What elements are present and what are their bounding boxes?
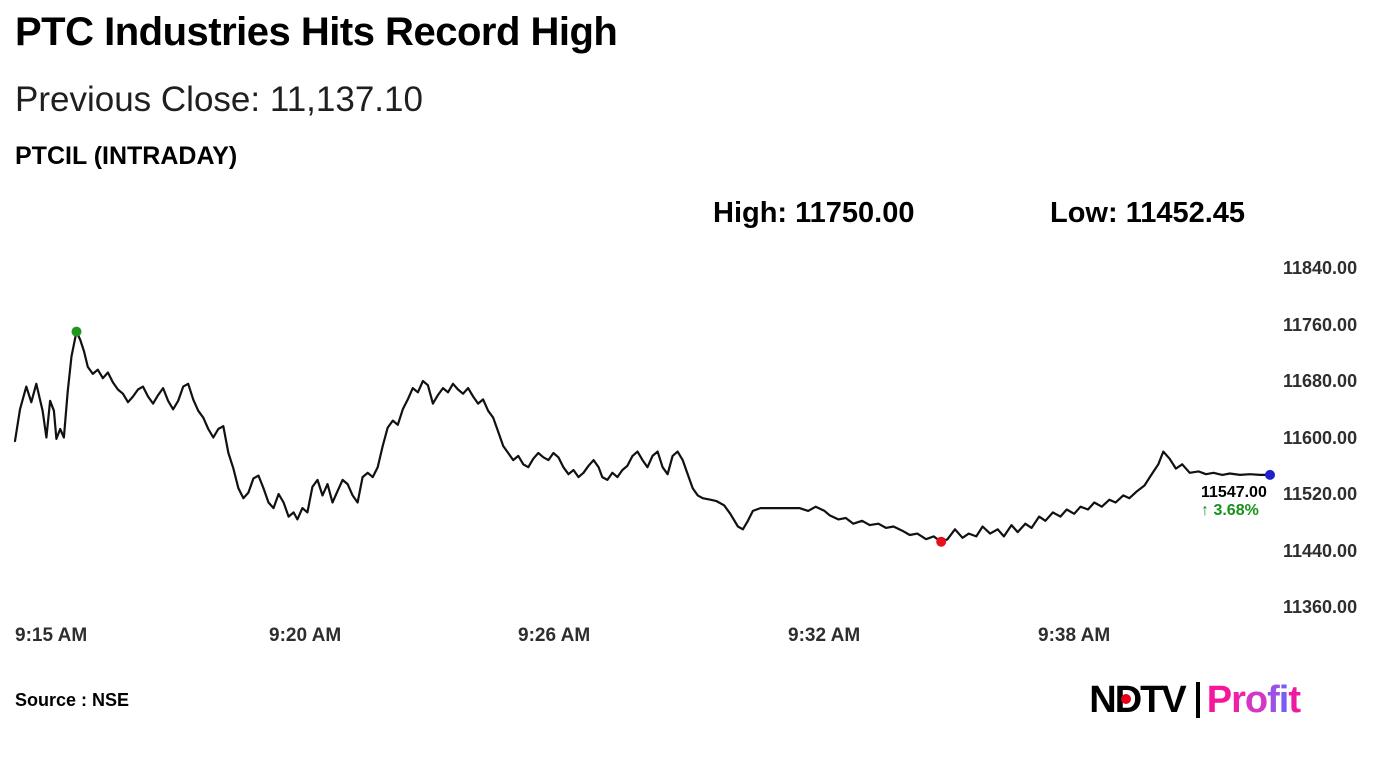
x-axis-tick-label: 9:26 AM xyxy=(518,625,591,646)
instrument-label: PTCIL (INTRADAY) xyxy=(15,142,238,170)
profit-logo-letter: r xyxy=(1231,678,1246,721)
y-axis: 11840.00 11760.00 11680.00 11600.00 11520.00… xyxy=(1283,258,1382,628)
y-axis-tick-label: 11440.00 xyxy=(1283,541,1358,561)
profit-logo-letter: o xyxy=(1244,678,1268,721)
profit-logo-letter: i xyxy=(1278,678,1290,721)
last-point-marker xyxy=(1265,469,1275,480)
last-price-annotation: 11547.00 ↑ 3.68% xyxy=(1201,484,1267,520)
page-title: PTC Industries Hits Record High xyxy=(15,10,618,54)
previous-close-label: Previous Close: 11,137.10 xyxy=(15,80,423,119)
x-axis-tick-label: 9:20 AM xyxy=(269,625,342,646)
y-axis-tick-label: 11360.00 xyxy=(1283,597,1358,617)
x-axis-tick-label: 9:38 AM xyxy=(1038,625,1111,646)
price-chart-plot-area xyxy=(13,268,1275,607)
ndtv-logo-wordmark: NDTV xyxy=(1089,678,1186,722)
y-axis-tick-label: 11840.00 xyxy=(1283,258,1358,278)
x-axis-tick-label: 9:15 AM xyxy=(15,625,88,646)
low-value-label: Low: 11452.45 xyxy=(1050,197,1246,229)
ndtv-red-dot-icon xyxy=(1121,693,1132,704)
price-line xyxy=(13,330,1272,544)
last-price-label: 11547.00 xyxy=(1201,484,1267,501)
profit-logo-letter: f xyxy=(1267,678,1280,721)
change-percent-label: ↑ 3.68% xyxy=(1201,502,1259,519)
price-chart-svg xyxy=(13,326,1275,547)
profit-logo-letter: P xyxy=(1206,678,1232,721)
high-value-label: High: 11750.00 xyxy=(713,197,915,229)
y-axis-tick-label: 11600.00 xyxy=(1283,428,1358,448)
ndtv-logo-text: NDTV xyxy=(1089,678,1186,721)
y-axis-tick-label: 11680.00 xyxy=(1283,371,1358,391)
x-axis-tick-label: 9:32 AM xyxy=(788,625,861,646)
x-axis: 9:15 AM 9:20 AM 9:26 AM 9:32 AM 9:38 AM xyxy=(15,625,1382,651)
profit-logo-text: Profit xyxy=(1206,678,1301,722)
high-low-row: High: 11750.00 Low: 11452.45 xyxy=(0,197,1382,231)
high-point-marker xyxy=(71,326,82,337)
logo-separator xyxy=(1195,682,1200,718)
y-axis-tick-label: 11760.00 xyxy=(1283,315,1358,335)
profit-logo-letter: t xyxy=(1288,678,1301,721)
source-label: Source : NSE xyxy=(15,690,130,710)
low-point-marker xyxy=(936,536,947,547)
y-axis-tick-label: 11520.00 xyxy=(1283,484,1358,504)
ndtv-profit-logo: NDTV Profit xyxy=(1089,676,1301,724)
